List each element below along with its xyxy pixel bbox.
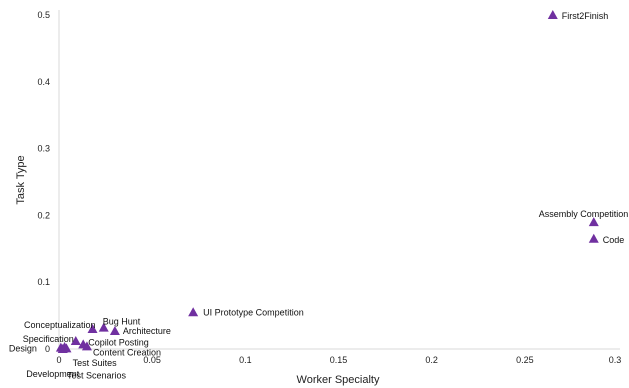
data-point-label: Architecture [123, 326, 171, 336]
x-tick-label: 0 [56, 355, 61, 365]
data-point-label: Copilot Posting [88, 337, 149, 347]
x-tick-label: 0.3 [609, 355, 622, 365]
y-tick-label: 0.4 [37, 77, 50, 87]
x-tick-labels: 0 0.05 0.1 0.15 0.2 0.25 0.3 [56, 355, 621, 365]
data-point-marker [70, 335, 81, 345]
data-point-label: Conceptualization [24, 320, 96, 330]
data-point-label: Design [9, 344, 37, 354]
x-tick-label: 0.15 [330, 355, 348, 365]
data-point-label: Content Creation [93, 347, 161, 357]
y-axis-title: Task Type [15, 155, 27, 204]
data-point-marker [547, 10, 558, 19]
x-tick-label: 0.05 [143, 355, 161, 365]
y-tick-label: 0.3 [37, 144, 50, 154]
data-point-marker [61, 343, 72, 353]
data-point-label: Code [603, 235, 625, 245]
x-tick-label: 0.25 [516, 355, 534, 365]
y-tick-labels: 0 0.1 0.2 0.3 0.4 0.5 [37, 10, 50, 354]
data-point-label: UI Prototype Competition [203, 307, 304, 317]
y-tick-label: 0.2 [37, 210, 50, 220]
data-point-marker [81, 341, 92, 351]
data-point-marker [588, 217, 599, 227]
data-points [55, 10, 599, 353]
data-point-label: Test Suites [73, 358, 118, 368]
data-point-marker [109, 325, 120, 335]
x-axis-title: Worker Specialty [297, 374, 380, 386]
y-tick-label: 0.5 [37, 10, 50, 20]
data-point-marker [588, 233, 599, 243]
x-tick-label: 0.2 [425, 355, 438, 365]
y-tick-label: 0 [45, 344, 50, 354]
x-tick-label: 0.1 [239, 355, 252, 365]
data-point-label: Specification [23, 334, 74, 344]
data-point-marker [98, 322, 109, 332]
data-point-label: First2Finish [562, 11, 609, 21]
data-point-label: Assembly Competition [539, 209, 629, 219]
data-point-label: Bug Hunt [103, 317, 141, 327]
y-tick-label: 0.1 [37, 277, 50, 287]
data-point-label: Test Scenarios [67, 370, 127, 380]
data-point-label: Development [26, 369, 80, 379]
data-point-labels: First2Finish Assembly Competition Code UI P… [9, 11, 628, 380]
data-point-marker [188, 307, 199, 317]
data-point-marker [87, 323, 98, 333]
